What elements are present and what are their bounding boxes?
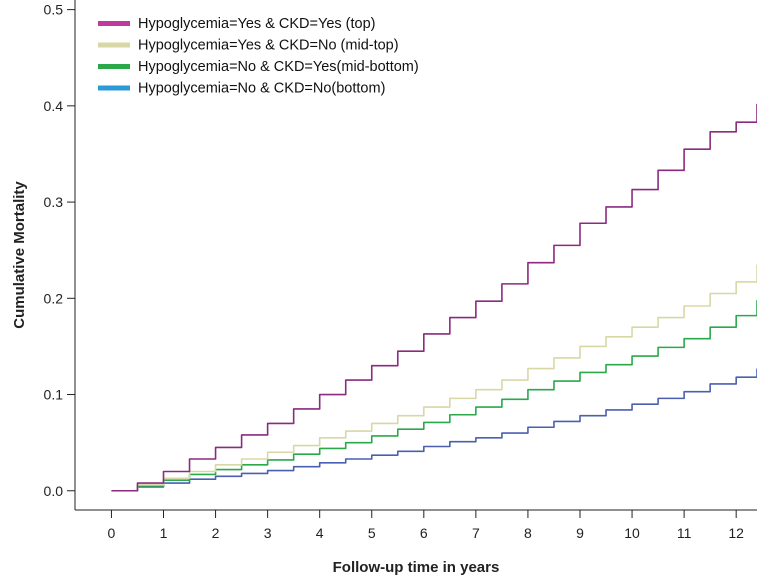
x-tick-label: 6: [420, 525, 428, 541]
x-tick-label: 7: [472, 525, 480, 541]
legend-swatch-4: [98, 85, 130, 91]
y-tick-label: 0.0: [44, 483, 64, 499]
x-tick-label: 4: [316, 525, 324, 541]
series-line-2: [111, 264, 757, 492]
x-tick-label: 9: [576, 525, 584, 541]
y-tick-label: 0.3: [44, 194, 64, 210]
x-tick-label: 3: [264, 525, 272, 541]
legend-label-4: Hypoglycemia=No & CKD=No(bottom): [138, 81, 385, 97]
legend: Hypoglycemia=Yes & CKD=Yes (top) Hypoglyc…: [98, 16, 419, 97]
x-tick-label: 2: [212, 525, 220, 541]
x-tick-label: 11: [677, 525, 692, 541]
legend-label-1: Hypoglycemia=Yes & CKD=Yes (top): [138, 16, 376, 32]
legend-label-2: Hypoglycemia=Yes & CKD=No (mid-top): [138, 38, 399, 54]
y-axis-title: Cumulative Mortality: [11, 181, 28, 329]
y-tick-label: 0.2: [44, 290, 64, 306]
x-tick-label: 0: [108, 525, 116, 541]
series-line-3: [111, 300, 757, 492]
y-tick-label: 0.5: [44, 2, 64, 18]
y-tick-label: 0.1: [44, 387, 64, 403]
x-tick-label: 8: [524, 525, 532, 541]
x-tick-label: 10: [624, 525, 640, 541]
series-layer: [111, 103, 757, 492]
y-tick-label: 0.4: [44, 98, 64, 114]
x-tick-label: 5: [368, 525, 376, 541]
series-line-1: [111, 103, 757, 492]
legend-swatch-2: [98, 42, 130, 48]
x-tick-label: 1: [160, 525, 168, 541]
x-axis-title: Follow-up time in years: [333, 559, 500, 576]
axes-layer: 0.00.10.20.30.40.50 1 2 3 4 5 6 7 8 9 10 11 12: [44, 0, 757, 541]
series-line-4: [111, 368, 757, 492]
legend-label-3: Hypoglycemia=No & CKD=Yes(mid-bottom): [138, 59, 419, 75]
x-tick-label: 12: [728, 525, 744, 541]
legend-swatch-1: [98, 21, 130, 26]
legend-swatch-3: [98, 64, 130, 69]
